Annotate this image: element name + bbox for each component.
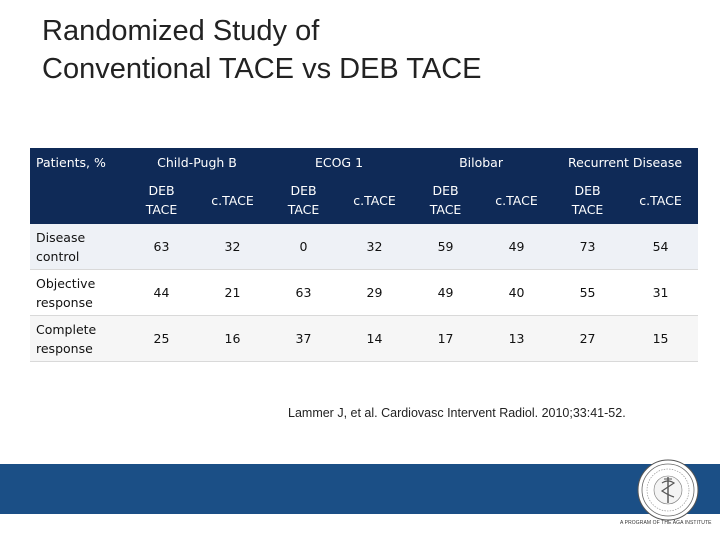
row-label-line1: Disease bbox=[36, 229, 86, 245]
table-cell: 25 bbox=[153, 331, 170, 346]
slide-title: Randomized Study of Conventional TACE vs… bbox=[42, 12, 682, 88]
table-cell: 54 bbox=[652, 239, 669, 254]
row-label-line1: Objective bbox=[36, 275, 96, 291]
results-table: Patients, % Child-Pugh B ECOG 1 Bilobar … bbox=[30, 148, 699, 362]
slide-title-line-2: Conventional TACE vs DEB TACE bbox=[42, 53, 482, 85]
citation: Lammer J, et al. Cardiovasc Intervent Ra… bbox=[288, 406, 626, 420]
sub-header-deb-line2: TACE bbox=[571, 202, 604, 217]
table-cell: 59 bbox=[437, 239, 454, 254]
table-cell: 17 bbox=[437, 331, 454, 346]
sub-header-deb-line1: DEB bbox=[148, 183, 175, 198]
sub-header-deb-tace: DEB TACE bbox=[552, 176, 624, 224]
row-label-line2: response bbox=[36, 294, 93, 310]
table-cell: 31 bbox=[652, 285, 669, 300]
table-header: Patients, % Child-Pugh B ECOG 1 Bilobar … bbox=[30, 148, 699, 224]
table-body: Disease control 63 32 0 32 59 49 73 54 Ob… bbox=[30, 224, 699, 362]
seal-logo-icon bbox=[637, 459, 699, 521]
corner-label: Patients, % bbox=[30, 148, 126, 176]
sub-header-ctace: c.TACE bbox=[481, 176, 553, 224]
sub-header-deb-line1: DEB bbox=[574, 183, 601, 198]
table-cell: 21 bbox=[224, 285, 241, 300]
sub-header-deb-line1: DEB bbox=[432, 183, 459, 198]
table-cell: 32 bbox=[224, 239, 241, 254]
row-label: Objective response bbox=[30, 270, 126, 316]
sub-header-empty bbox=[30, 176, 126, 224]
group-header-child-pugh-b: Child-Pugh B bbox=[126, 148, 268, 176]
row-label-line1: Complete bbox=[36, 321, 97, 337]
table-cell: 14 bbox=[366, 331, 383, 346]
group-header-bilobar: Bilobar bbox=[410, 148, 553, 176]
table-row-complete-response: Complete response 25 16 37 14 17 13 27 15 bbox=[30, 315, 699, 362]
table-cell: 0 bbox=[299, 239, 308, 254]
row-label: Complete response bbox=[30, 316, 126, 362]
table-cell: 13 bbox=[508, 331, 525, 346]
sub-header-ctace: c.TACE bbox=[623, 176, 699, 224]
row-label-line2: control bbox=[36, 248, 80, 264]
table-cell: 27 bbox=[579, 331, 596, 346]
table-cell: 49 bbox=[437, 285, 454, 300]
sub-header-deb-tace: DEB TACE bbox=[126, 176, 197, 224]
table-cell: 16 bbox=[224, 331, 241, 346]
table-row-objective-response: Objective response 44 21 63 29 49 40 55 3… bbox=[30, 269, 699, 316]
table-cell: 73 bbox=[579, 239, 596, 254]
table-cell: 55 bbox=[579, 285, 596, 300]
table-cell: 29 bbox=[366, 285, 383, 300]
table-cell: 37 bbox=[295, 331, 312, 346]
footer-bar bbox=[0, 464, 720, 514]
slide-title-line-1: Randomized Study of bbox=[42, 15, 320, 47]
sub-header-ctace: c.TACE bbox=[339, 176, 411, 224]
sub-header-row: DEB TACE c.TACE DEB TACE c.TACE DEB TACE c.… bbox=[30, 176, 699, 224]
sub-header-deb-line1: DEB bbox=[290, 183, 317, 198]
sub-header-deb-tace: DEB TACE bbox=[268, 176, 339, 224]
table-cell: 32 bbox=[366, 239, 383, 254]
table-cell: 40 bbox=[508, 285, 525, 300]
group-header-recurrent-disease: Recurrent Disease bbox=[552, 148, 699, 176]
footer-tagline: A PROGRAM OF THE AGA INSTITUTE bbox=[620, 520, 712, 526]
table-row-disease-control: Disease control 63 32 0 32 59 49 73 54 bbox=[30, 224, 699, 270]
sub-header-deb-line2: TACE bbox=[429, 202, 462, 217]
sub-header-deb-line2: TACE bbox=[287, 202, 320, 217]
table-cell: 63 bbox=[153, 239, 170, 254]
sub-header-deb-line2: TACE bbox=[145, 202, 178, 217]
sub-header-ctace: c.TACE bbox=[197, 176, 268, 224]
table-cell: 63 bbox=[295, 285, 312, 300]
group-header-row: Patients, % Child-Pugh B ECOG 1 Bilobar … bbox=[30, 148, 699, 176]
row-label-line2: response bbox=[36, 340, 93, 356]
table-cell: 49 bbox=[508, 239, 525, 254]
sub-header-deb-tace: DEB TACE bbox=[410, 176, 482, 224]
row-label: Disease control bbox=[30, 224, 126, 270]
table-cell: 44 bbox=[153, 285, 170, 300]
table-cell: 15 bbox=[652, 331, 669, 346]
group-header-ecog-1: ECOG 1 bbox=[268, 148, 411, 176]
